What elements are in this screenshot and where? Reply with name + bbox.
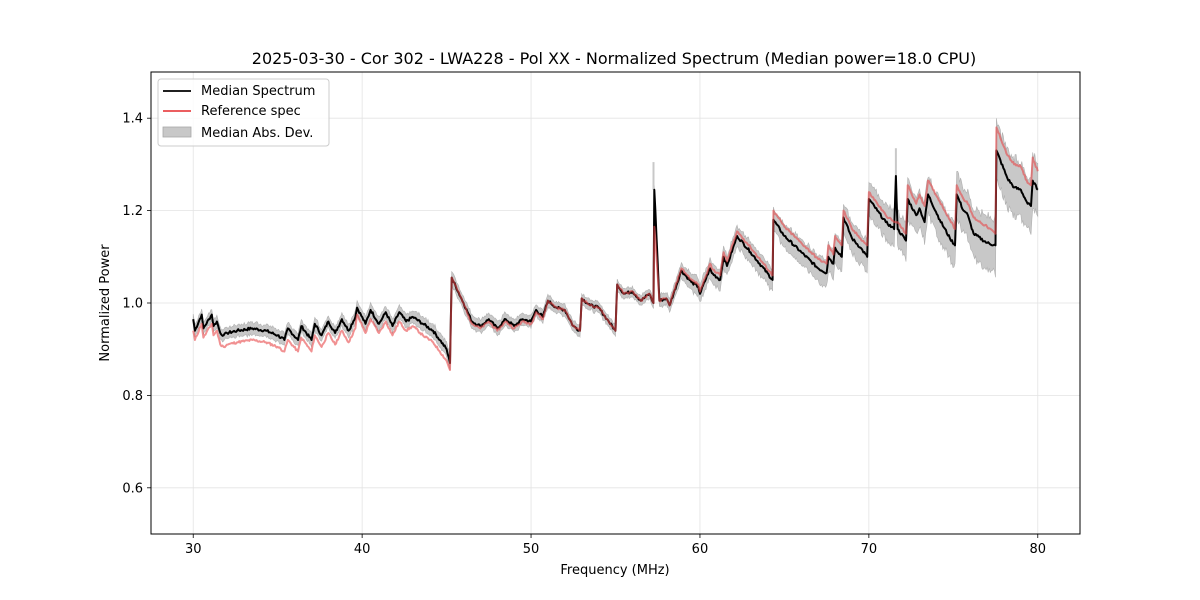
reference-spectrum-line bbox=[192, 126, 1039, 371]
axis-ticks: 30 40 50 60 70 80 0.6 0.8 1.0 1.2 1.4 bbox=[122, 112, 1046, 557]
x-tick-label: 50 bbox=[523, 542, 540, 557]
legend-mad-label: Median Abs. Dev. bbox=[201, 126, 313, 141]
legend-box bbox=[157, 78, 330, 147]
y-tick-label: 0.6 bbox=[122, 481, 143, 496]
y-tick-label: 1.4 bbox=[122, 112, 143, 127]
y-tick-label: 1.0 bbox=[122, 297, 143, 312]
x-tick-label: 30 bbox=[185, 542, 202, 557]
x-tick-label: 60 bbox=[692, 542, 709, 557]
x-axis-label: Frequency (MHz) bbox=[560, 563, 669, 578]
legend-median-label: Median Spectrum bbox=[201, 84, 315, 99]
x-tick-label: 40 bbox=[354, 542, 371, 557]
x-tick-label: 70 bbox=[861, 542, 878, 557]
legend: Median Spectrum Reference spec Median Ab… bbox=[157, 78, 330, 147]
legend-reference-label: Reference spec bbox=[201, 104, 301, 119]
chart-title: 2025-03-30 - Cor 302 - LWA228 - Pol XX -… bbox=[252, 49, 976, 68]
series-group bbox=[192, 118, 1039, 371]
mad-band bbox=[192, 118, 1039, 371]
y-axis-label: Normalized Power bbox=[98, 244, 113, 362]
y-tick-label: 1.2 bbox=[122, 204, 143, 219]
plot-area bbox=[192, 118, 1039, 371]
y-tick-label: 0.8 bbox=[122, 389, 143, 404]
legend-mad-swatch bbox=[162, 126, 192, 138]
x-tick-label: 80 bbox=[1029, 542, 1046, 557]
